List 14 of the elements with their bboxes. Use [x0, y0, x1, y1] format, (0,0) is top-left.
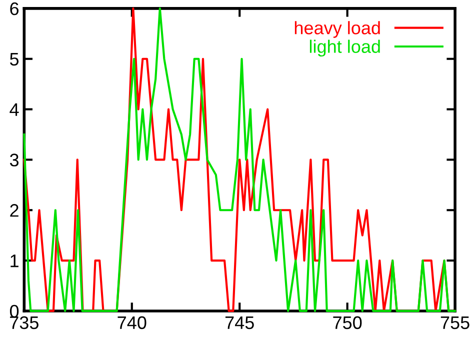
- y-tick-label: 4: [10, 103, 19, 116]
- y-tick-label: 6: [10, 2, 19, 16]
- line-series: [23, 7, 456, 312]
- y-tick-label: 1: [10, 254, 18, 268]
- x-tick-label: 755: [440, 316, 470, 330]
- legend-label: heavy load: [294, 21, 380, 38]
- y-tick-label: 3: [10, 154, 19, 166]
- x-tick-label: 735: [10, 316, 38, 330]
- legend-label: light load: [310, 40, 380, 57]
- y-tick-label: 5: [10, 52, 19, 66]
- x-tick-label: 745: [225, 316, 254, 330]
- x-tick-label: 750: [333, 316, 362, 330]
- y-tick-label: 2: [10, 204, 18, 217]
- x-tick-label: 740: [118, 316, 146, 330]
